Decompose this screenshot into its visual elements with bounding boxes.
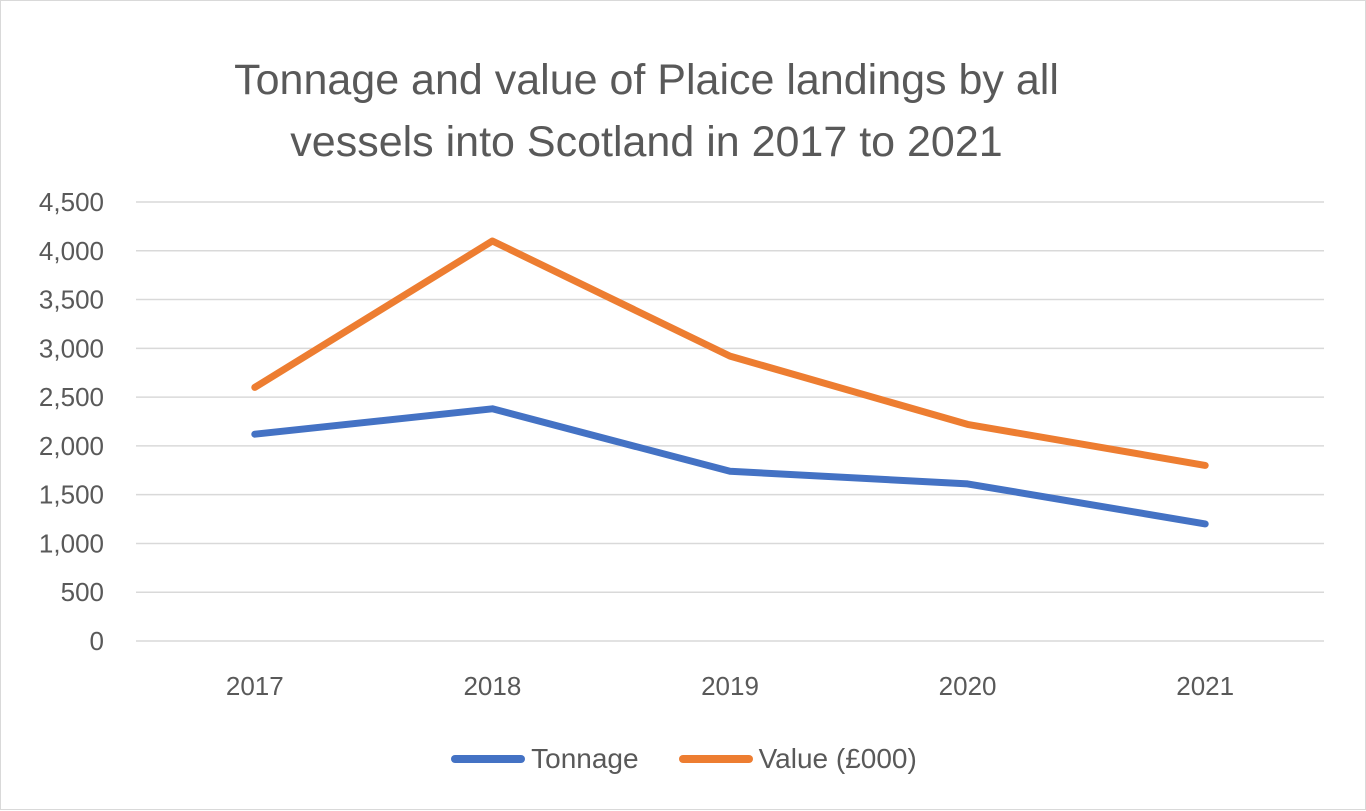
legend: Tonnage Value (£000): [1, 739, 1366, 779]
legend-item: Tonnage: [451, 739, 639, 779]
legend-swatch: [678, 755, 753, 763]
y-tick-label: 1,000: [39, 528, 104, 558]
x-tick-label: 2020: [939, 671, 997, 701]
legend-item: Value (£000): [678, 739, 917, 779]
x-tick-label: 2018: [463, 671, 521, 701]
x-tick-label: 2017: [226, 671, 284, 701]
series-line-1: [251, 237, 1209, 469]
y-tick-label: 3,000: [39, 333, 104, 363]
legend-swatch: [451, 755, 526, 763]
y-tick-label: 4,000: [39, 236, 104, 266]
series-lines: [251, 237, 1209, 528]
y-tick-label: 4,500: [39, 187, 104, 217]
chart-title: Tonnage and value of Plaice landings by …: [234, 56, 1059, 166]
y-tick-label: 0: [90, 626, 104, 656]
y-tick-label: 1,500: [39, 480, 104, 510]
y-tick-label: 500: [61, 577, 104, 607]
y-tick-label: 3,500: [39, 285, 104, 315]
legend-label: Value (£000): [758, 743, 917, 774]
x-tick-label: 2019: [701, 671, 759, 701]
y-axis: 0 500 1,000 1,500 2,000 2,500 3,000 3,500 4,000 4…: [39, 187, 104, 656]
x-axis: 2017 2018 2019 2020 2021: [226, 671, 1234, 701]
gridlines: [136, 201, 1324, 642]
y-tick-label: 2,000: [39, 431, 104, 461]
series-line-0: [251, 405, 1209, 528]
x-tick-label: 2021: [1176, 671, 1234, 701]
y-tick-label: 2,500: [39, 382, 104, 412]
legend-label: Tonnage: [531, 743, 639, 774]
